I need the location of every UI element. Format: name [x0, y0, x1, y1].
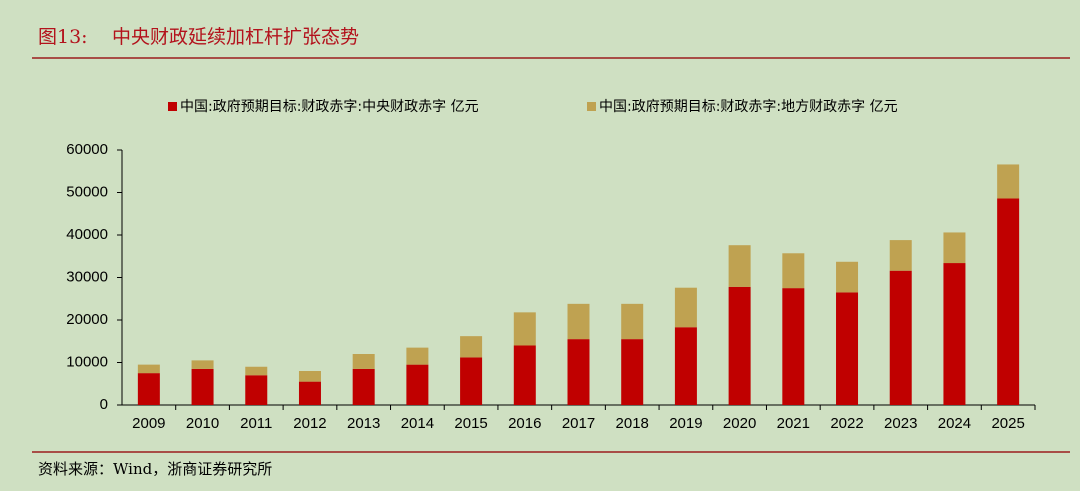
y-tick-label: 30000 [66, 268, 108, 285]
legend-swatch [587, 102, 596, 111]
bar-segment [836, 261, 859, 293]
x-tick-label: 2015 [454, 415, 487, 432]
bar-segment [889, 270, 912, 405]
x-tick-label: 2012 [293, 415, 326, 432]
bar-segment [245, 366, 268, 376]
figure-label: 图13: [38, 26, 88, 48]
bar-segment [513, 312, 536, 346]
bar-segment [137, 373, 160, 405]
bar-segment [406, 364, 429, 405]
x-tick-label: 2017 [562, 415, 595, 432]
bar-segment [674, 327, 697, 405]
x-tick-label: 2020 [723, 415, 756, 432]
x-tick-label: 2016 [508, 415, 541, 432]
bar-segment [674, 287, 697, 328]
bar-segment [782, 253, 805, 289]
bar-segment [621, 339, 644, 405]
x-tick-label: 2023 [884, 415, 917, 432]
x-tick-label: 2019 [669, 415, 702, 432]
bar-segment [406, 347, 429, 365]
source: 资料来源：Wind，浙商证券研究所 [38, 460, 272, 478]
bar-segment [997, 198, 1020, 405]
bar-segment [997, 164, 1020, 199]
bar-segment [298, 371, 321, 382]
bar-segment [513, 345, 536, 405]
x-tick-label: 2021 [777, 415, 810, 432]
x-tick-label: 2014 [401, 415, 434, 432]
x-tick-label: 2018 [616, 415, 649, 432]
bar-segment [245, 375, 268, 405]
bar-segment [943, 263, 966, 405]
y-tick-label: 60000 [66, 141, 108, 158]
bar-segment [567, 339, 590, 405]
bar-segment [191, 368, 214, 405]
bar-segment [728, 286, 751, 405]
bar-segment [836, 292, 859, 405]
x-tick-label: 2025 [991, 415, 1024, 432]
x-tick-label: 2022 [830, 415, 863, 432]
y-tick-label: 20000 [66, 311, 108, 328]
x-tick-label: 2024 [938, 415, 971, 432]
y-tick-label: 10000 [66, 353, 108, 370]
bar-segment [621, 303, 644, 340]
bar-segment [352, 368, 375, 405]
bar-segment [298, 381, 321, 405]
y-tick-label: 0 [100, 396, 108, 413]
legend-label: 中国:政府预期目标:财政赤字:中央财政赤字 亿元 [180, 99, 479, 115]
bar-segment [889, 240, 912, 271]
bar-segment [567, 303, 590, 340]
bar-segment [782, 288, 805, 405]
x-tick-label: 2010 [186, 415, 219, 432]
legend-swatch [168, 102, 177, 111]
bar-segment [352, 354, 375, 369]
x-tick-label: 2009 [132, 415, 165, 432]
x-tick-label: 2013 [347, 415, 380, 432]
bar-segment [191, 360, 214, 369]
bar-segment [943, 232, 966, 264]
y-tick-label: 40000 [66, 226, 108, 243]
legend-label: 中国:政府预期目标:财政赤字:地方财政赤字 亿元 [599, 99, 898, 115]
x-tick-label: 2011 [240, 415, 272, 432]
bar-segment [137, 364, 160, 374]
bar-segment [460, 336, 483, 358]
chart-title: 中央财政延续加杠杆扩张态势 [112, 26, 359, 48]
bar-segment [460, 357, 483, 405]
bar-segment [728, 245, 751, 287]
y-tick-label: 50000 [66, 183, 108, 200]
